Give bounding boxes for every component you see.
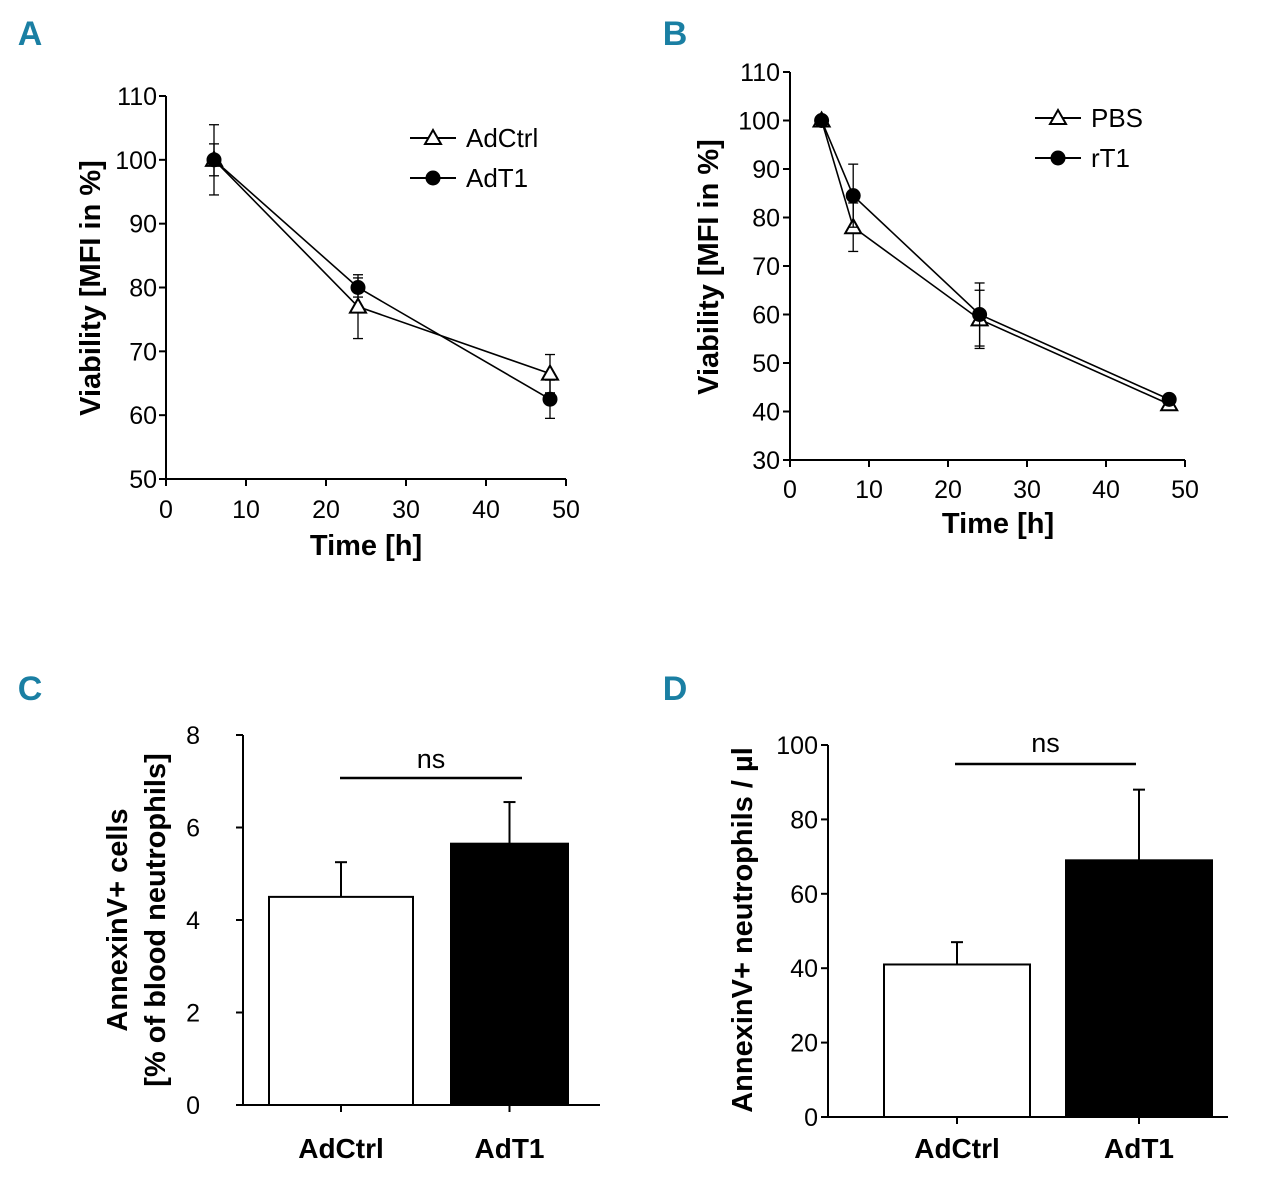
x-tick-label: 40: [1092, 476, 1120, 504]
panel-letter: D: [663, 670, 688, 708]
bar-adctrl: [268, 895, 414, 1106]
legend-marker: [1048, 107, 1068, 125]
x-tick-label: 0: [783, 476, 797, 504]
category-label: AdT1: [1104, 1133, 1174, 1164]
data-point: [845, 188, 861, 204]
x-tick-label: 30: [392, 496, 420, 524]
data-point: [540, 363, 560, 381]
category-label: AdCtrl: [914, 1133, 1000, 1164]
x-tick-label: 20: [934, 476, 962, 504]
series-line: [213, 159, 551, 400]
legend-marker: [1050, 150, 1066, 166]
y-axis-title: Viability [MFI in %]: [75, 160, 107, 416]
series-line: [820, 120, 1170, 405]
data-point: [542, 391, 558, 407]
data-point: [350, 280, 366, 295]
y-tick-label: 110: [740, 59, 780, 87]
legend-label: AdCtrl: [466, 123, 538, 153]
legend-marker: [425, 170, 441, 186]
significance-label: ns: [1031, 728, 1060, 758]
y-tick-label: 70: [752, 253, 780, 281]
y-tick-label: 6: [186, 815, 200, 843]
y-tick-label: 80: [790, 806, 818, 834]
series-rt1: [814, 113, 1177, 407]
y-tick-label: 60: [129, 402, 157, 430]
panel-c: C 0 2 4 6 8 AdCtrl AdT1 ns AnnexinV+ cells [% of b…: [18, 670, 600, 1164]
y-tick-label: 40: [752, 399, 780, 427]
legend-label: PBS: [1091, 103, 1143, 133]
panel-letter: C: [18, 670, 43, 708]
bar-adt1: [450, 842, 569, 1106]
y-tick-label: 2: [186, 1000, 200, 1028]
category-label: AdCtrl: [298, 1133, 384, 1164]
data-point: [814, 113, 830, 128]
data-point: [972, 307, 988, 322]
x-tick-label: 50: [1171, 476, 1199, 504]
x-tick-label: 50: [552, 496, 580, 524]
legend-label: rT1: [1091, 143, 1130, 173]
y-tick-label: 80: [752, 205, 780, 233]
panel-letter: B: [663, 15, 688, 53]
y-tick-label: 0: [186, 1092, 200, 1120]
x-tick-label: 10: [232, 496, 260, 524]
panel-b: B 30 40 50 60 70 80 90 100 110 0 10 20 30 40 50 Time [h]…: [663, 15, 1199, 540]
y-tick-label: 60: [752, 302, 780, 330]
y-tick-label: 100: [115, 147, 157, 175]
y-tick-label: 50: [129, 466, 157, 494]
panel-d: D 0 20 40 60 80 100 AdCtrl AdT1 ns AnnexinV+ neutr…: [663, 670, 1228, 1164]
y-tick-label: 40: [790, 955, 818, 983]
y-tick-label: 20: [790, 1030, 818, 1058]
series-adt1: [206, 143, 558, 420]
y-axis-title: Viability [MFI in %]: [693, 139, 725, 395]
x-tick-label: 20: [312, 496, 340, 524]
x-tick-label: 30: [1013, 476, 1041, 504]
y-axis-title: AnnexinV+ cells: [102, 808, 134, 1031]
y-tick-label: 0: [804, 1104, 818, 1132]
y-tick-label: 4: [186, 907, 200, 935]
y-tick-label: 70: [129, 338, 157, 366]
panel-letter: A: [18, 15, 43, 53]
panel-a: A 50 60 70 80 90 100 110 0 10 20 30 40 50 Time [h] Viab…: [18, 15, 580, 562]
y-tick-label: 100: [738, 108, 780, 136]
x-axis-title: Time [h]: [310, 530, 422, 562]
y-tick-label: 8: [186, 722, 200, 750]
y-tick-label: 100: [776, 732, 818, 760]
data-point: [348, 296, 368, 314]
y-axis-title: [% of blood neutrophils]: [140, 753, 172, 1086]
y-tick-label: 90: [129, 211, 157, 239]
series-line: [820, 120, 1170, 401]
x-axis-title: Time [h]: [942, 508, 1054, 540]
y-tick-label: 110: [117, 83, 157, 111]
y-tick-label: 90: [752, 156, 780, 184]
y-tick-label: 80: [129, 275, 157, 303]
category-label: AdT1: [475, 1133, 545, 1164]
significance-label: ns: [417, 744, 446, 774]
bar-adt1: [1065, 859, 1213, 1118]
data-point: [1161, 391, 1177, 407]
y-axis-title: AnnexinV+ neutrophils / µl: [727, 747, 759, 1113]
y-tick-label: 50: [752, 350, 780, 378]
bar-adctrl: [883, 963, 1031, 1118]
legend-label: AdT1: [466, 163, 528, 193]
x-tick-label: 40: [472, 496, 500, 524]
legend-marker: [423, 127, 443, 145]
x-tick-label: 0: [159, 496, 173, 524]
x-tick-label: 10: [855, 476, 883, 504]
y-tick-label: 60: [790, 881, 818, 909]
y-tick-label: 30: [752, 447, 780, 475]
data-point: [206, 152, 222, 168]
